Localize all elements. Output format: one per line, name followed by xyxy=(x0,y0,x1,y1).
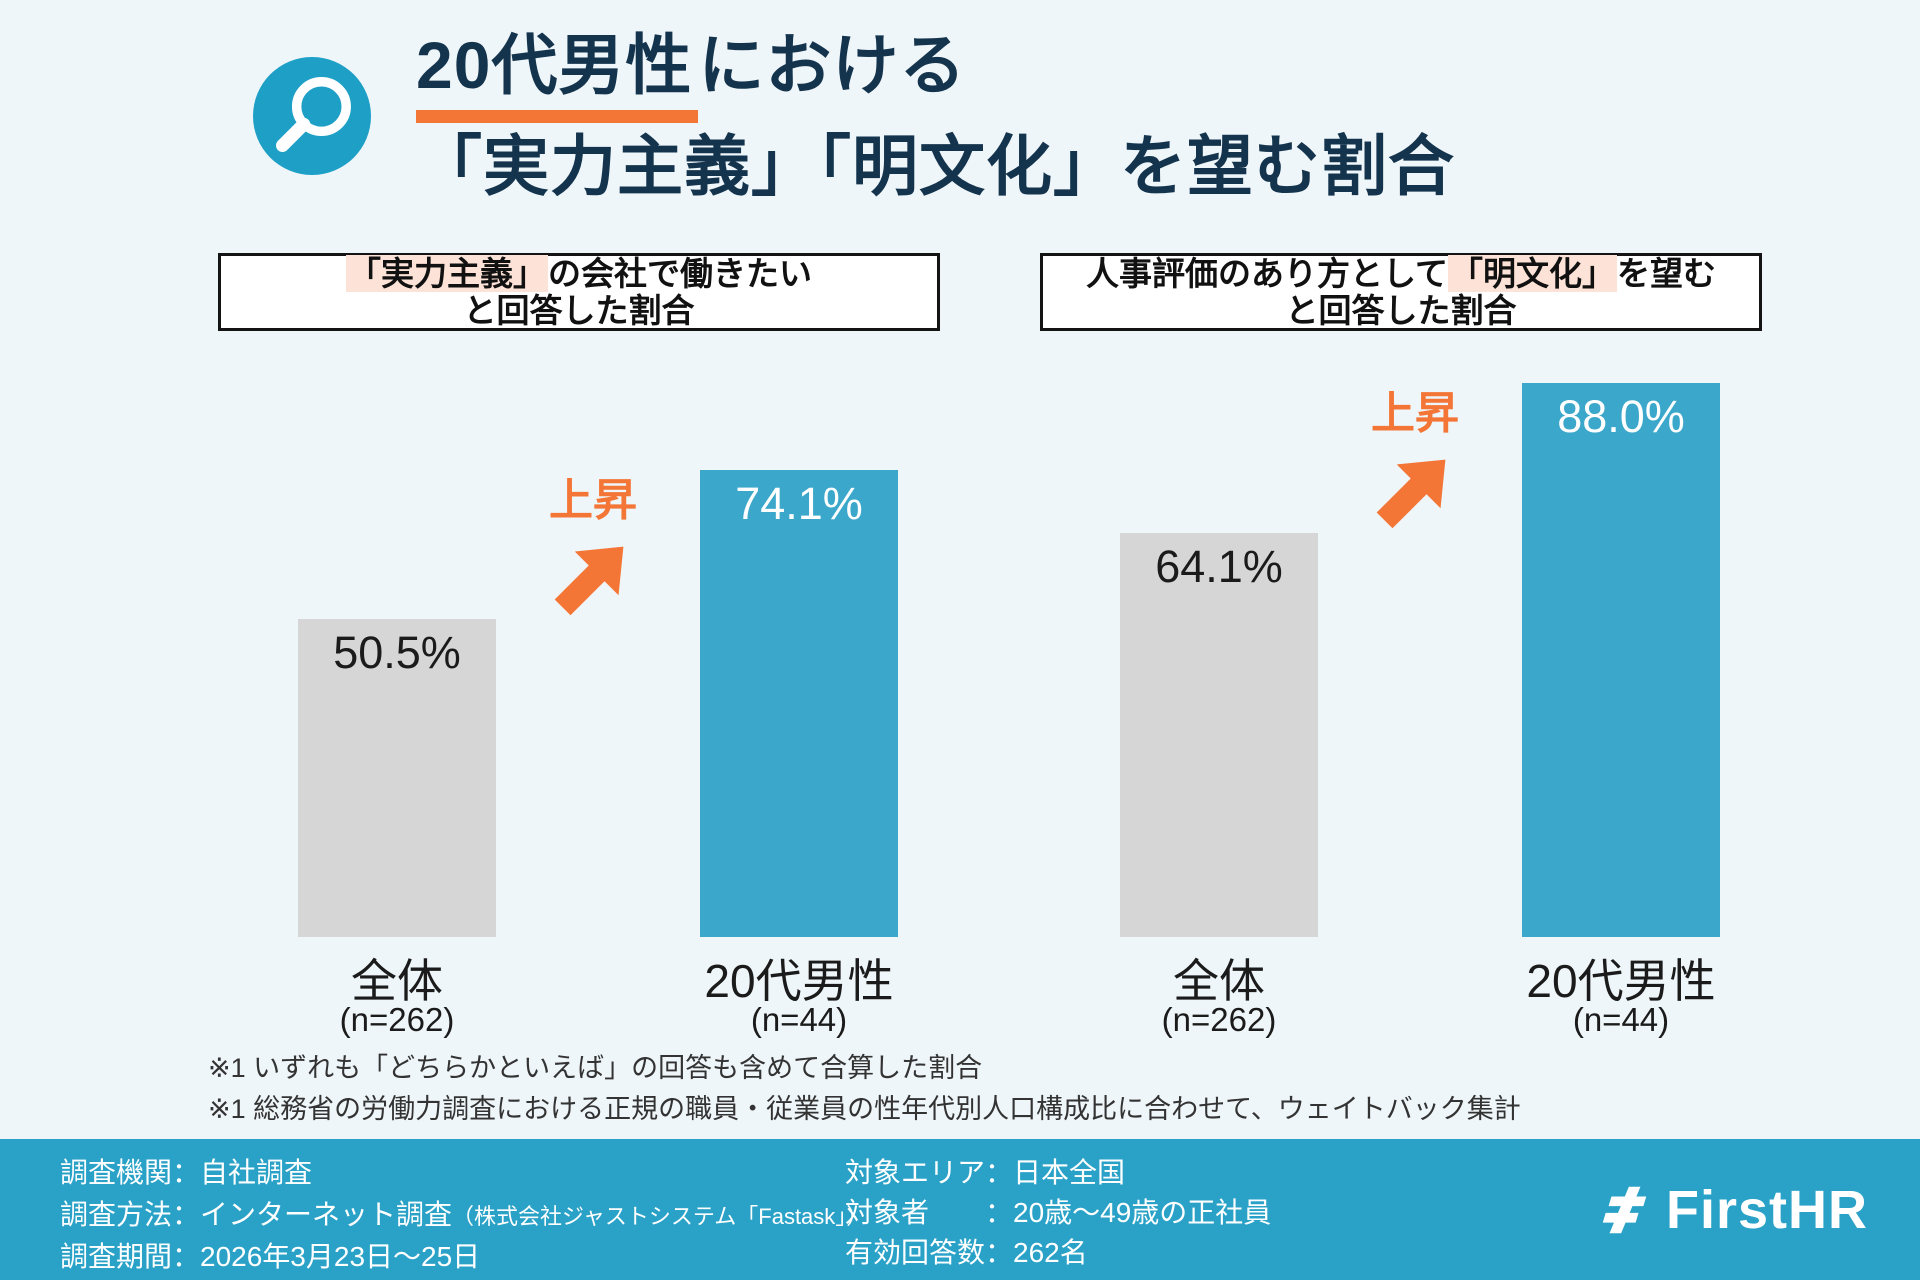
survey-row-area: 対象エリア：日本全国 xyxy=(845,1157,1126,1188)
magnifier-icon xyxy=(253,57,371,175)
chart-title-highlight: 「実力主義」 xyxy=(346,255,548,292)
chart-title-box: 人事評価のあり方として「明文化」を望む と回答した割合 xyxy=(1040,253,1762,331)
footnote-2: ※1 総務省の労働力調査における正規の職員・従業員の性年代別人口構成比に合わせて… xyxy=(208,1094,1521,1124)
survey-row-agency: 調査機関：自社調査 xyxy=(60,1157,313,1188)
survey-info-footer: 調査機関：自社調査 調査方法：インターネット調査（株式会社ジャストシステム「Fa… xyxy=(0,1139,1920,1280)
survey-info-left: 調査機関：自社調査 調査方法：インターネット調査（株式会社ジャストシステム「Fa… xyxy=(60,1153,868,1279)
chart-title-highlight: 「明文化」 xyxy=(1448,255,1617,292)
rise-annotation: 上昇 xyxy=(518,464,668,620)
chart-title-line2: と回答した割合 xyxy=(463,292,695,329)
survey-info-right: 対象エリア：日本全国 対象者 ：20歳〜49歳の正社員 有効回答数：262名 xyxy=(845,1153,1271,1273)
survey-row-subjects: 対象者 ：20歳〜49歳の正社員 xyxy=(845,1197,1272,1228)
footnotes: ※1 いずれも「どちらかといえば」の回答も含めて合算した割合 ※1 総務省の労働… xyxy=(208,1048,1521,1130)
bar-men-20s: 88.0% xyxy=(1522,382,1720,937)
chart-title-line1: 人事評価のあり方として「明文化」を望む xyxy=(1085,255,1716,292)
rise-label: 上昇 xyxy=(549,476,637,526)
bar-value-label: 50.5% xyxy=(333,626,461,678)
rise-annotation: 上昇 xyxy=(1340,377,1490,533)
chart-title-box: 「実力主義」の会社で働きたい と回答した割合 xyxy=(218,253,940,331)
chart-meritocracy: 「実力主義」の会社で働きたい と回答した割合 50.5% 74.1% 上昇 全体 xyxy=(218,253,940,1053)
plot-area: 50.5% 74.1% 上昇 xyxy=(218,331,940,937)
bar-overall: 50.5% xyxy=(298,618,496,937)
category-n-men-20s: (n=44) xyxy=(750,1001,848,1038)
page-title-line2: 「実力主義」「明文化」を望む割合 xyxy=(416,129,1455,203)
footnote-1: ※1 いずれも「どちらかといえば」の回答も含めて合算した割合 xyxy=(208,1053,983,1083)
chart-explicit-rules: 人事評価のあり方として「明文化」を望む と回答した割合 64.1% 88.0% … xyxy=(1040,253,1762,1053)
category-n-men-20s: (n=44) xyxy=(1572,1001,1670,1038)
bar-value-label: 88.0% xyxy=(1557,390,1685,442)
chart-title-line1: 「実力主義」の会社で働きたい xyxy=(346,255,812,292)
category-n-overall: (n=262) xyxy=(1161,1001,1277,1038)
rise-label: 上昇 xyxy=(1371,388,1459,438)
bar-value-label: 64.1% xyxy=(1155,541,1283,593)
bar-overall: 64.1% xyxy=(1120,533,1318,937)
bar-men-20s: 74.1% xyxy=(700,470,898,937)
page-title: 20代男性における 「実力主義」「明文化」を望む割合 xyxy=(416,22,1455,209)
page-title-underlined-text: 20代男性 xyxy=(416,22,699,123)
rise-arrow-icon xyxy=(1376,459,1446,528)
firsthr-logo-icon xyxy=(1602,1186,1647,1234)
rise-arrow-icon xyxy=(554,546,624,616)
page-title-line1: 20代男性における xyxy=(416,22,1455,123)
firsthr-logo: FirstHR xyxy=(1596,1179,1868,1241)
plot-area: 64.1% 88.0% 上昇 xyxy=(1040,331,1762,937)
page-title-line1-rest: における xyxy=(698,28,967,102)
chart-title-line2: と回答した割合 xyxy=(1285,292,1517,329)
firsthr-logo-text: FirstHR xyxy=(1665,1180,1868,1240)
category-label-men-20s: 20代男性 xyxy=(1526,955,1716,1007)
survey-row-period: 調査期間：2026年3月23日〜25日 xyxy=(60,1241,481,1272)
survey-row-method: 調査方法：インターネット調査（株式会社ジャストシステム「Fastask」） xyxy=(60,1199,869,1230)
bar-value-label: 74.1% xyxy=(735,478,863,530)
category-label-overall: 全体 xyxy=(351,955,443,1007)
survey-row-responses: 有効回答数：262名 xyxy=(845,1237,1088,1268)
category-label-men-20s: 20代男性 xyxy=(704,955,894,1007)
category-n-overall: (n=262) xyxy=(339,1001,455,1038)
category-label-overall: 全体 xyxy=(1173,955,1265,1007)
